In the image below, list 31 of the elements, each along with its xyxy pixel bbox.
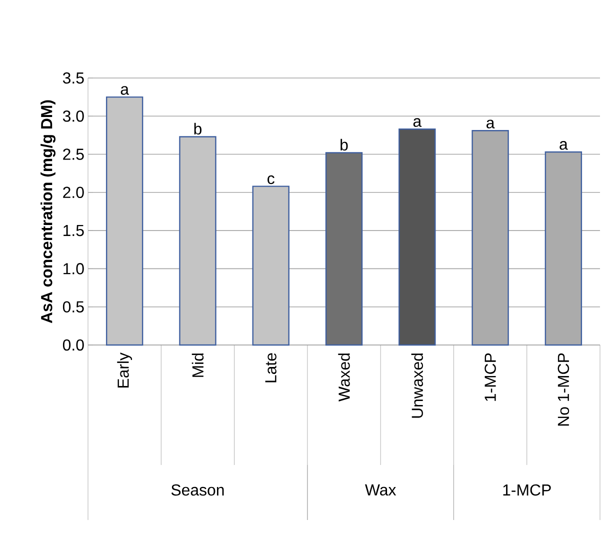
- x-tick-label: Late: [265, 353, 276, 382]
- y-tick-label: 0.5: [62, 301, 84, 312]
- text: Season: [171, 484, 224, 496]
- annotation: b: [340, 138, 348, 151]
- annotation: a: [120, 86, 130, 95]
- text: Wax: [364, 484, 396, 496]
- x-tick-label: Mid: [192, 354, 204, 377]
- bar: [325, 152, 363, 346]
- x-tick-label: No 1-MCP: [558, 353, 570, 426]
- bar: [106, 96, 144, 346]
- annotation: c: [268, 175, 274, 184]
- x-tick-label: Unwaxed: [411, 354, 423, 418]
- y-axis-title: AsA concentration (mg/g DM): [40, 100, 56, 324]
- x-tick-label: Early: [117, 352, 132, 388]
- text: 1-MCP: [503, 484, 551, 496]
- y-tick-label: 2.5: [63, 148, 84, 160]
- x-tick-label: Waxed: [338, 354, 350, 402]
- y-tick-label: 1.5: [64, 224, 84, 236]
- y-tick-label: 3.5: [62, 72, 84, 84]
- y-tick-label: 0.0: [62, 339, 84, 351]
- y-tick-label: 2.0: [63, 186, 84, 198]
- annotation: a: [486, 120, 495, 128]
- bar: [179, 136, 216, 346]
- y-tick-label: 1.0: [64, 263, 84, 274]
- bar: [252, 186, 290, 346]
- bar: [398, 128, 436, 346]
- annotation: a: [560, 141, 568, 150]
- y-tick-label: 3.0: [62, 110, 84, 122]
- annotation: b: [194, 122, 202, 135]
- x-tick-label: 1-MCP: [484, 353, 496, 401]
- annotation: a: [413, 118, 422, 127]
